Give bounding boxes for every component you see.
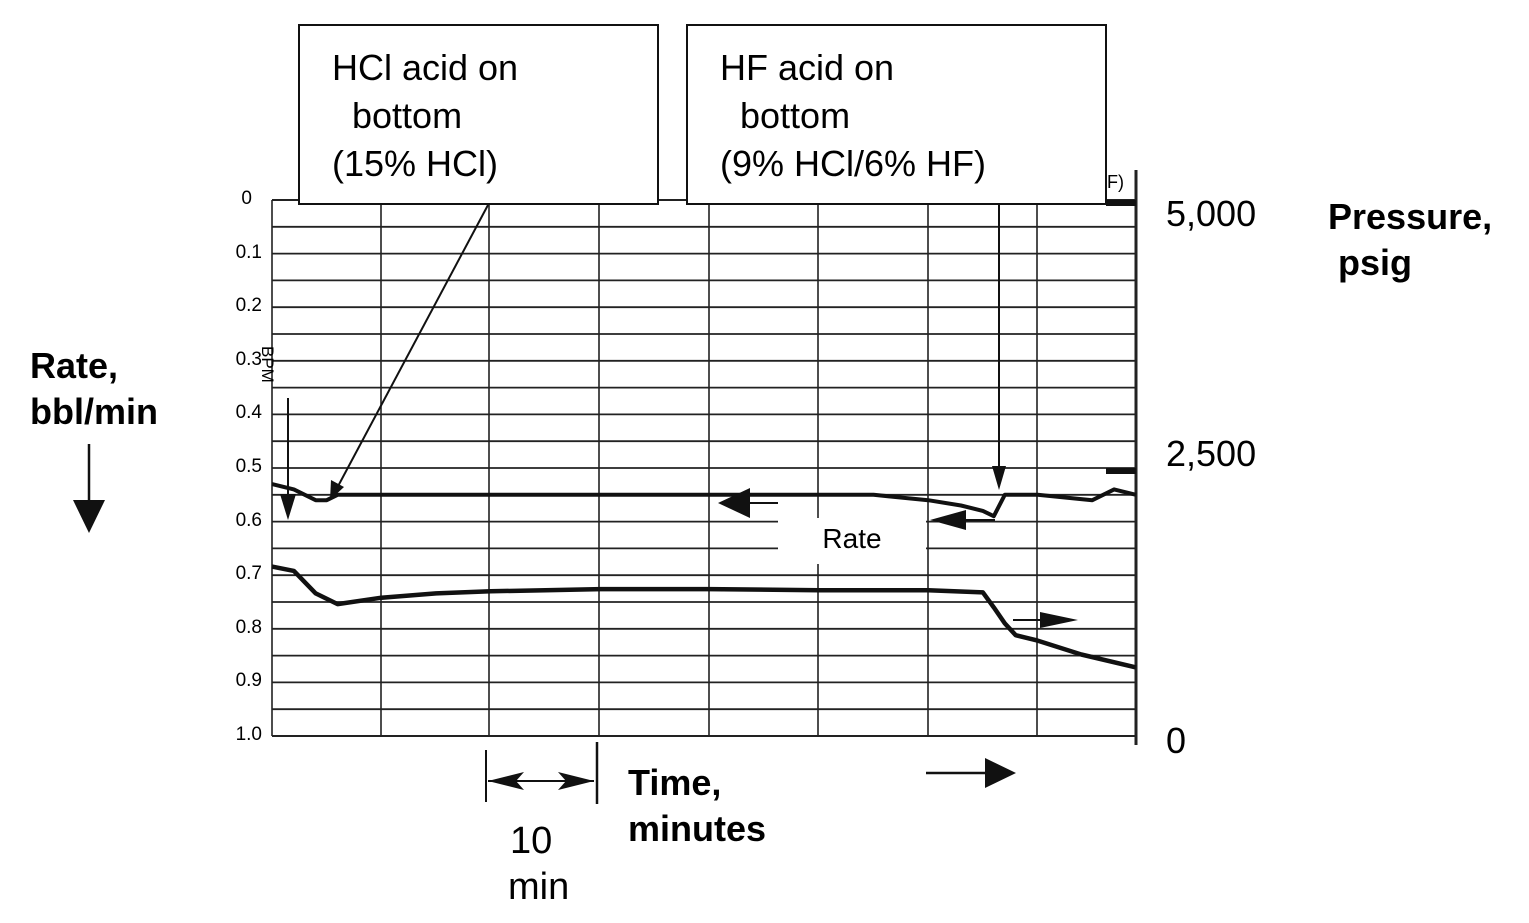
right-tick-0: 0	[1166, 720, 1187, 761]
left-tick-label: 0.6	[235, 509, 262, 531]
corner-fragment: F)	[1107, 172, 1124, 192]
left-tick-label: 0.1	[235, 241, 262, 263]
scale-min-label: min	[508, 866, 570, 908]
chart-grid	[271, 170, 1138, 745]
rate-series-label: Rate	[778, 518, 926, 564]
right-tick-2500: 2,500	[1166, 433, 1257, 474]
scale-10-label: 10	[510, 820, 553, 862]
annotation-box-hf: HF acid on bottom (9% HCl/6% HF)	[686, 24, 1107, 205]
chart-markers	[73, 204, 1078, 804]
left-tick-label: 0.5	[235, 456, 262, 477]
right-axis-title: Pressure, psig	[1328, 196, 1493, 283]
left-tick-label: 0.7	[235, 563, 262, 585]
left-tick-label: 1.0	[235, 724, 262, 745]
left-tick-label: 0	[241, 188, 252, 209]
annotation-box-hcl: HCl acid on bottom (15% HCl)	[298, 24, 659, 205]
right-tick-5000: 5,000	[1166, 193, 1257, 234]
left-tick-label: 0.9	[235, 670, 262, 692]
left-tick-label: 0.8	[235, 616, 262, 638]
left-axis-title: Rate, bbl/min	[30, 345, 158, 432]
x-axis-title: Time, minutes	[628, 762, 767, 849]
left-tick-label: 0.4	[235, 402, 262, 424]
annotation-hcl-text: HCl acid on bottom (15% HCl)	[332, 47, 519, 184]
bpm-label: BPM	[258, 346, 277, 383]
annotation-hf-text: HF acid on bottom (9% HCl/6% HF)	[720, 47, 987, 184]
left-tick-label: 0.3	[235, 348, 262, 370]
left-tick-label: 0.2	[235, 295, 262, 317]
